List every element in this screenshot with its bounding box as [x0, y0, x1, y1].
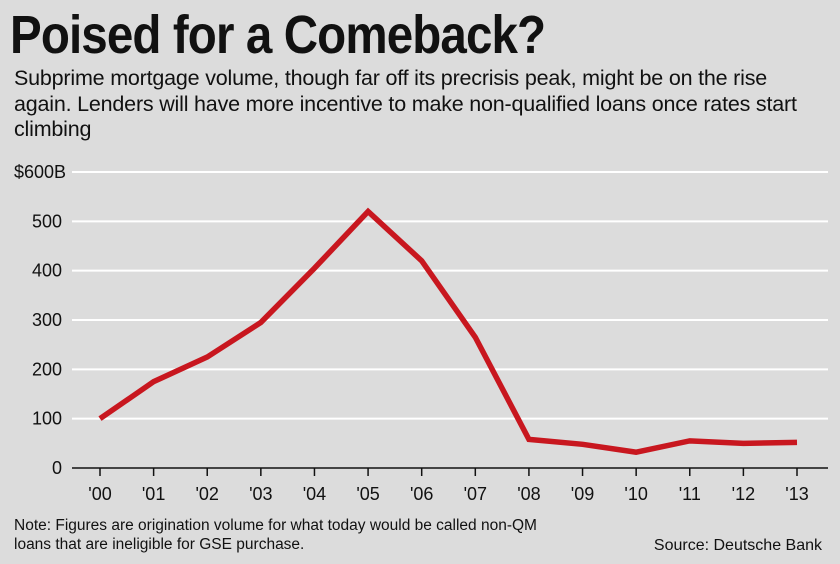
- x-tick-label: '11: [679, 484, 701, 500]
- y-tick-label: 0: [52, 458, 62, 478]
- y-tick-label: 500: [32, 211, 62, 231]
- series-layer: [98, 207, 798, 456]
- x-tick-label: '01: [142, 484, 165, 500]
- x-tick-label: '07: [464, 484, 487, 500]
- x-tick-label: '06: [410, 484, 433, 500]
- x-tick-label: '05: [356, 484, 379, 500]
- x-tick-label: '09: [571, 484, 594, 500]
- line-chart: 0 100 200 300 400 500 $600B '00 '01 '02 '03 '04 '05…: [14, 162, 828, 500]
- chart-footnote: Note: Figures are origination volume for…: [14, 517, 537, 553]
- x-tick-label: '02: [195, 484, 218, 500]
- x-tick-label: '00: [88, 484, 111, 500]
- x-tick-label: '04: [303, 484, 326, 500]
- y-tick-label: $600B: [14, 162, 66, 182]
- y-tick-label: 400: [32, 261, 62, 281]
- chart-subtitle: Subprime mortgage volume, though far off…: [14, 66, 797, 141]
- y-tick-label: 100: [32, 409, 62, 429]
- x-tick-label: '10: [624, 484, 647, 500]
- x-tick-label: '12: [732, 484, 755, 500]
- series-line: [98, 207, 798, 456]
- gridlines: [72, 171, 828, 420]
- chart-title: Poised for a Comeback?: [10, 5, 546, 65]
- x-tick-label: '08: [517, 484, 540, 500]
- x-axis-ticks: '00 '01 '02 '03 '04 '05 '06 '07 '08 '09 '10 '11 '12 '…: [72, 467, 828, 500]
- chart-source: Source: Deutsche Bank: [653, 537, 822, 554]
- y-axis-ticks: 0 100 200 300 400 500 $600B: [14, 162, 66, 478]
- y-tick-label: 300: [32, 310, 62, 330]
- y-tick-label: 200: [32, 359, 62, 379]
- x-tick-label: '13: [785, 484, 808, 500]
- x-tick-label: '03: [249, 484, 272, 500]
